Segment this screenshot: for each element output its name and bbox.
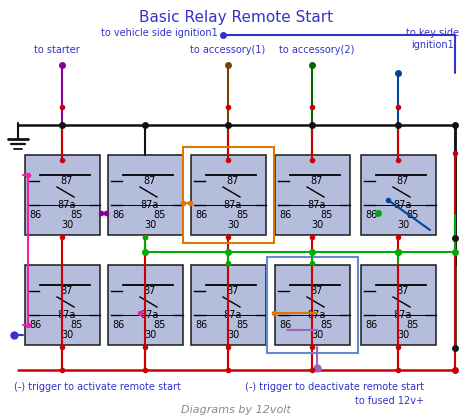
- Text: 87a: 87a: [58, 200, 76, 210]
- Text: 86: 86: [29, 210, 42, 220]
- Text: 87a: 87a: [224, 200, 242, 210]
- Text: 85: 85: [71, 210, 83, 220]
- Text: 87a: 87a: [308, 310, 326, 320]
- Bar: [25, 265, 100, 345]
- Text: 30: 30: [227, 220, 239, 230]
- Text: 86: 86: [365, 320, 378, 330]
- Bar: [108, 155, 183, 235]
- Text: 87: 87: [144, 176, 156, 186]
- Text: 87: 87: [311, 176, 323, 186]
- Text: 87: 87: [397, 176, 409, 186]
- Text: Basic Relay Remote Start: Basic Relay Remote Start: [139, 10, 333, 25]
- Text: 85: 85: [154, 210, 166, 220]
- Text: 30: 30: [227, 330, 239, 340]
- Text: 85: 85: [154, 320, 166, 330]
- Text: (-) trigger to activate remote start: (-) trigger to activate remote start: [14, 382, 181, 392]
- Text: 86: 86: [279, 210, 292, 220]
- Bar: [361, 155, 436, 235]
- Bar: [191, 265, 265, 345]
- Text: 30: 30: [144, 220, 156, 230]
- Text: 87a: 87a: [308, 200, 326, 210]
- Text: to starter: to starter: [34, 45, 80, 55]
- Bar: [191, 155, 265, 235]
- Text: 85: 85: [71, 320, 83, 330]
- Text: 87: 87: [144, 286, 156, 296]
- Text: 87: 87: [227, 286, 239, 296]
- Bar: [275, 155, 349, 235]
- Text: 30: 30: [311, 330, 323, 340]
- Text: 87: 87: [227, 176, 239, 186]
- Text: 85: 85: [321, 210, 333, 220]
- Text: to accessory(1): to accessory(1): [190, 45, 266, 55]
- Text: to accessory(2): to accessory(2): [279, 45, 354, 55]
- Text: 30: 30: [144, 330, 156, 340]
- Text: 30: 30: [61, 220, 73, 230]
- Text: 85: 85: [237, 320, 249, 330]
- Text: 87a: 87a: [394, 310, 412, 320]
- Text: (-) trigger to deactivate remote start: (-) trigger to deactivate remote start: [245, 382, 424, 392]
- Bar: [275, 265, 349, 345]
- Text: 87a: 87a: [141, 200, 159, 210]
- Text: 86: 86: [112, 210, 125, 220]
- Text: 85: 85: [321, 320, 333, 330]
- Bar: [25, 155, 100, 235]
- Text: 30: 30: [61, 330, 73, 340]
- Text: 30: 30: [397, 330, 409, 340]
- Text: 86: 86: [195, 210, 208, 220]
- Text: to vehicle side ignition1: to vehicle side ignition1: [101, 28, 218, 38]
- Text: Diagrams by 12volt: Diagrams by 12volt: [181, 405, 291, 415]
- Text: 87a: 87a: [394, 200, 412, 210]
- Text: to key side
ignition1: to key side ignition1: [406, 29, 460, 50]
- Text: 86: 86: [29, 320, 42, 330]
- Text: 86: 86: [279, 320, 292, 330]
- Text: 85: 85: [407, 210, 419, 220]
- Text: 87: 87: [397, 286, 409, 296]
- Text: 87: 87: [61, 176, 73, 186]
- Text: 86: 86: [112, 320, 125, 330]
- Text: 85: 85: [407, 320, 419, 330]
- Bar: [108, 265, 183, 345]
- Text: 85: 85: [237, 210, 249, 220]
- Text: 87a: 87a: [141, 310, 159, 320]
- Bar: [183, 147, 274, 243]
- Bar: [267, 257, 358, 353]
- Text: to fused 12v+: to fused 12v+: [355, 396, 424, 406]
- Text: 87a: 87a: [224, 310, 242, 320]
- Text: 87a: 87a: [58, 310, 76, 320]
- Text: 87: 87: [311, 286, 323, 296]
- Text: 30: 30: [311, 220, 323, 230]
- Bar: [361, 265, 436, 345]
- Text: 86: 86: [195, 320, 208, 330]
- Text: 30: 30: [397, 220, 409, 230]
- Text: 87: 87: [61, 286, 73, 296]
- Text: 86: 86: [365, 210, 378, 220]
